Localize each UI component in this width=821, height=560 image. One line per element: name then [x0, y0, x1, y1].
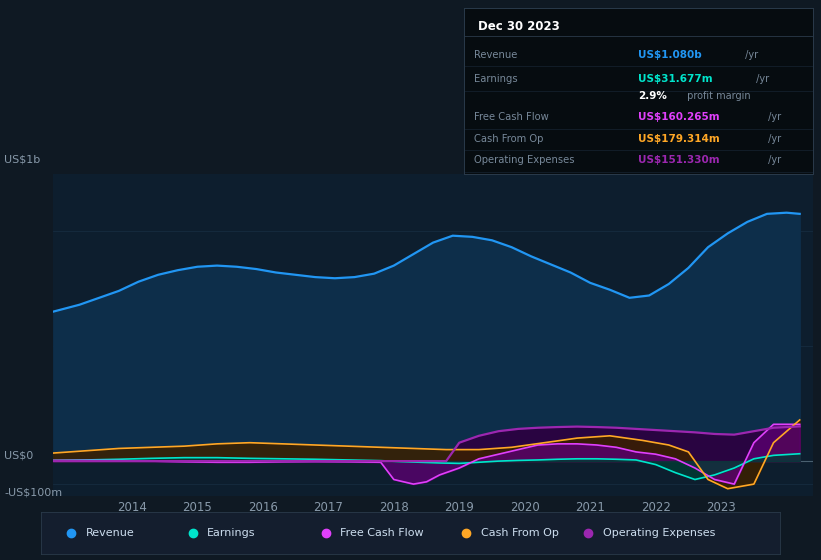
Text: US$1b: US$1b	[4, 155, 40, 165]
Text: US$1.080b: US$1.080b	[639, 50, 702, 60]
Text: /yr: /yr	[742, 50, 758, 60]
Text: Revenue: Revenue	[475, 50, 518, 60]
Text: -US$100m: -US$100m	[4, 488, 62, 497]
Text: /yr: /yr	[765, 134, 781, 144]
Text: profit margin: profit margin	[685, 91, 751, 101]
Text: /yr: /yr	[765, 113, 781, 123]
Text: Free Cash Flow: Free Cash Flow	[475, 113, 549, 123]
Text: US$0: US$0	[4, 450, 34, 460]
Text: Revenue: Revenue	[85, 529, 134, 538]
Text: US$151.330m: US$151.330m	[639, 155, 720, 165]
Text: Earnings: Earnings	[475, 74, 518, 85]
Text: Cash From Op: Cash From Op	[475, 134, 544, 144]
Text: /yr: /yr	[765, 155, 781, 165]
Text: /yr: /yr	[754, 74, 769, 85]
Text: 2.9%: 2.9%	[639, 91, 667, 101]
Text: US$160.265m: US$160.265m	[639, 113, 720, 123]
Text: Operating Expenses: Operating Expenses	[603, 529, 715, 538]
Text: Free Cash Flow: Free Cash Flow	[341, 529, 424, 538]
Text: US$179.314m: US$179.314m	[639, 134, 720, 144]
Text: US$31.677m: US$31.677m	[639, 74, 713, 85]
Text: Operating Expenses: Operating Expenses	[475, 155, 575, 165]
Text: Cash From Op: Cash From Op	[481, 529, 558, 538]
Text: Earnings: Earnings	[208, 529, 256, 538]
Text: Dec 30 2023: Dec 30 2023	[478, 20, 560, 33]
